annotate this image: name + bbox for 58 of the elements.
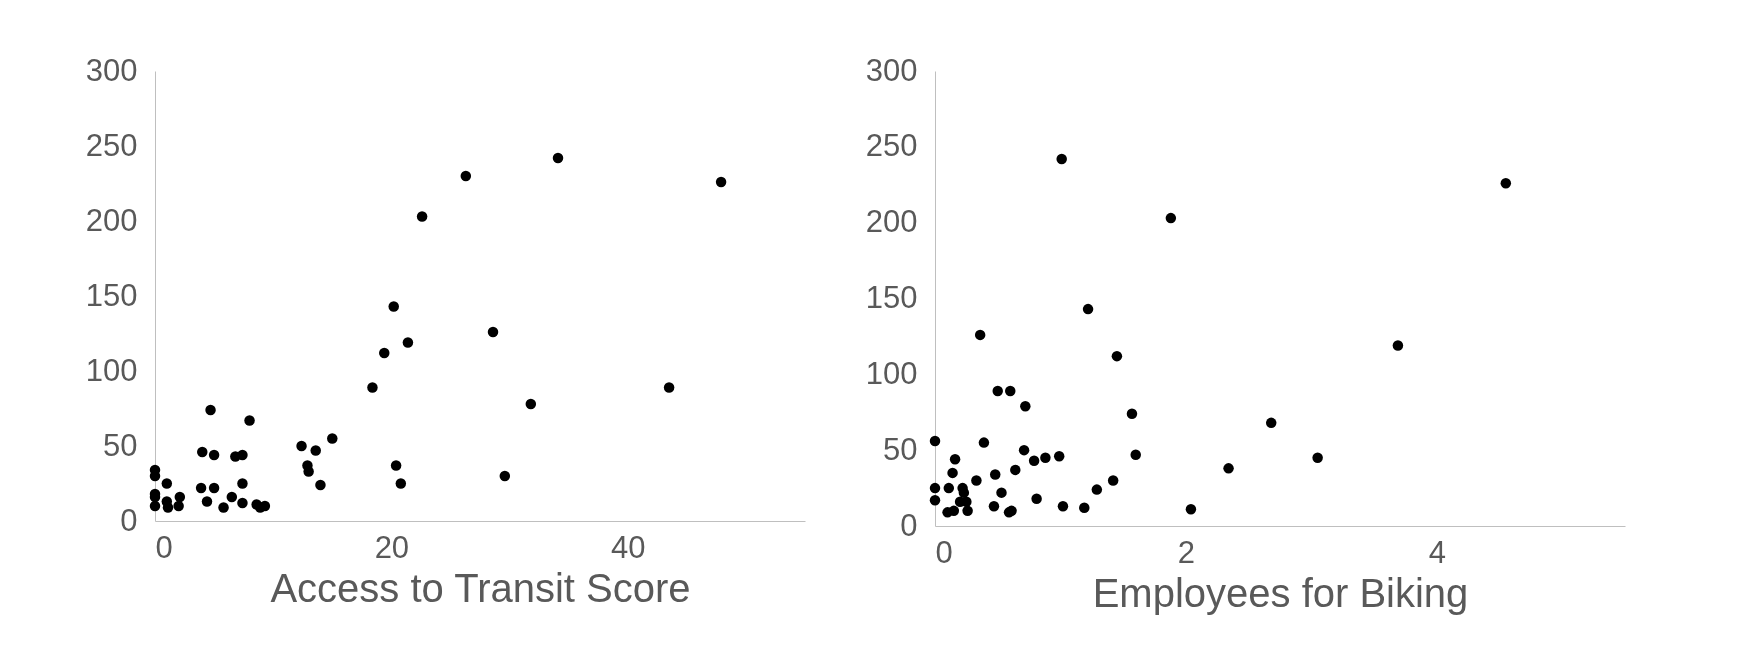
y-tick-label: 300 [85,52,138,88]
point [197,446,208,458]
point [388,301,399,312]
x-tick-label: 20 [374,529,410,565]
point [296,440,307,452]
point [237,449,248,461]
x-tick-label: 4 [1428,534,1446,570]
x-tick-label: 0 [935,534,953,570]
point [402,337,414,348]
point [552,152,564,164]
point [327,433,338,444]
point [237,478,248,489]
point [201,496,213,507]
point [205,404,216,416]
y-tick-label: 0 [900,507,918,543]
point [379,347,390,359]
y-tick-label: 200 [85,202,138,238]
point [367,382,378,393]
point [161,478,173,489]
point [395,478,407,489]
y-tick-label: 300 [865,52,918,88]
point [315,479,326,491]
point [149,500,161,512]
y-tick-label: 100 [865,355,918,391]
point [195,482,207,494]
y-tick-label: 50 [883,431,918,467]
point [416,211,428,222]
point [218,502,229,513]
point [174,491,186,503]
point [208,482,220,494]
point [244,415,255,426]
y-tick-label: 150 [865,280,918,315]
point [525,398,537,410]
x-axis-title: Employees for Biking [1092,570,1469,615]
point [237,497,248,509]
point [460,170,472,182]
point [310,445,321,456]
y-tick-label: 200 [865,204,918,240]
point [663,382,675,393]
point [208,449,220,461]
y-tick-label: 150 [85,277,138,313]
point [390,460,402,471]
point [226,491,238,503]
x-axis-title: Access to Transit Score [270,565,691,610]
point [303,466,314,477]
point [173,500,184,512]
y-tick-label: 250 [85,127,138,163]
y-tick-label: 50 [103,427,138,463]
y-tick-label: 0 [120,502,138,538]
point [715,176,727,188]
x-tick-label: 40 [610,529,646,565]
point [162,502,174,513]
y-tick-label: 100 [85,352,138,388]
y-tick-label: 250 [865,128,918,164]
x-tick-label: 0 [155,529,173,565]
point [499,470,511,482]
x-tick-label: 2 [1177,534,1196,570]
point [487,326,499,338]
